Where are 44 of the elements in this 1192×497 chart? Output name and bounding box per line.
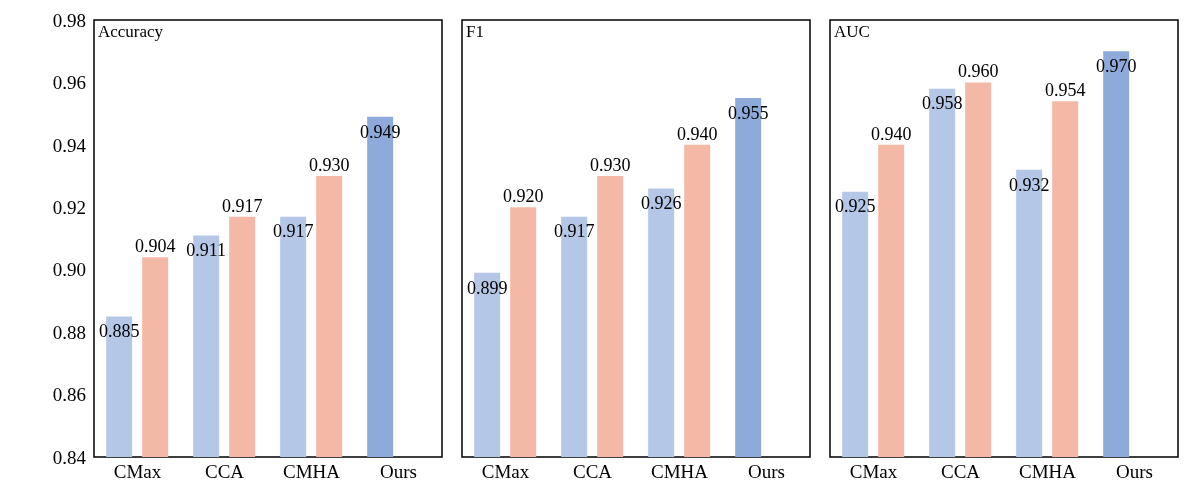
data-label: 0.885 xyxy=(98,321,140,342)
y-tick-label: 0.94 xyxy=(52,134,87,156)
x-tick-label: CMHA xyxy=(1018,461,1077,483)
chart-title: Accuracy xyxy=(98,22,164,42)
data-label: 0.917 xyxy=(221,195,263,216)
data-label: 0.920 xyxy=(502,186,544,207)
data-label: 0.925 xyxy=(834,196,876,217)
data-label: 0.904 xyxy=(134,236,176,257)
data-label: 0.940 xyxy=(870,123,912,144)
y-tick-label: 0.88 xyxy=(52,321,86,343)
data-label: 0.930 xyxy=(308,155,350,176)
x-tick-label: Ours xyxy=(748,461,785,483)
y-tick-label: 0.90 xyxy=(52,259,86,281)
y-tick-label: 0.96 xyxy=(52,72,86,94)
data-label: 0.970 xyxy=(1095,55,1137,76)
data-label: 0.949 xyxy=(359,121,401,142)
y-tick-label: 0.84 xyxy=(52,446,87,468)
y-tick-label: 0.86 xyxy=(52,384,86,406)
x-tick-label: CCA xyxy=(204,461,245,483)
data-label: 0.917 xyxy=(272,221,314,242)
x-tick-label: CMax xyxy=(481,461,530,483)
data-label: 0.954 xyxy=(1044,80,1086,101)
y-tick-label: 0.92 xyxy=(52,197,86,219)
x-tick-label: CMax xyxy=(113,461,162,483)
x-tick-label: CMHA xyxy=(282,461,341,483)
chart-title: F1 xyxy=(466,22,484,42)
data-label: 0.940 xyxy=(676,123,718,144)
x-tick-label: CCA xyxy=(572,461,613,483)
data-label: 0.926 xyxy=(640,193,682,214)
data-label: 0.958 xyxy=(921,93,963,114)
data-label: 0.917 xyxy=(553,221,595,242)
data-label: 0.955 xyxy=(727,102,769,123)
x-tick-label: CMax xyxy=(849,461,898,483)
data-label: 0.960 xyxy=(957,61,999,82)
x-tick-label: CMHA xyxy=(650,461,709,483)
data-label: 0.899 xyxy=(466,277,508,298)
x-tick-label: Ours xyxy=(380,461,417,483)
data-label: 0.932 xyxy=(1008,174,1050,195)
data-label: 0.911 xyxy=(186,240,227,261)
chart-title: AUC xyxy=(834,22,870,42)
x-tick-label: CCA xyxy=(940,461,981,483)
x-tick-label: Ours xyxy=(1116,461,1153,483)
data-label: 0.930 xyxy=(589,155,631,176)
y-tick-label: 0.98 xyxy=(52,9,86,31)
